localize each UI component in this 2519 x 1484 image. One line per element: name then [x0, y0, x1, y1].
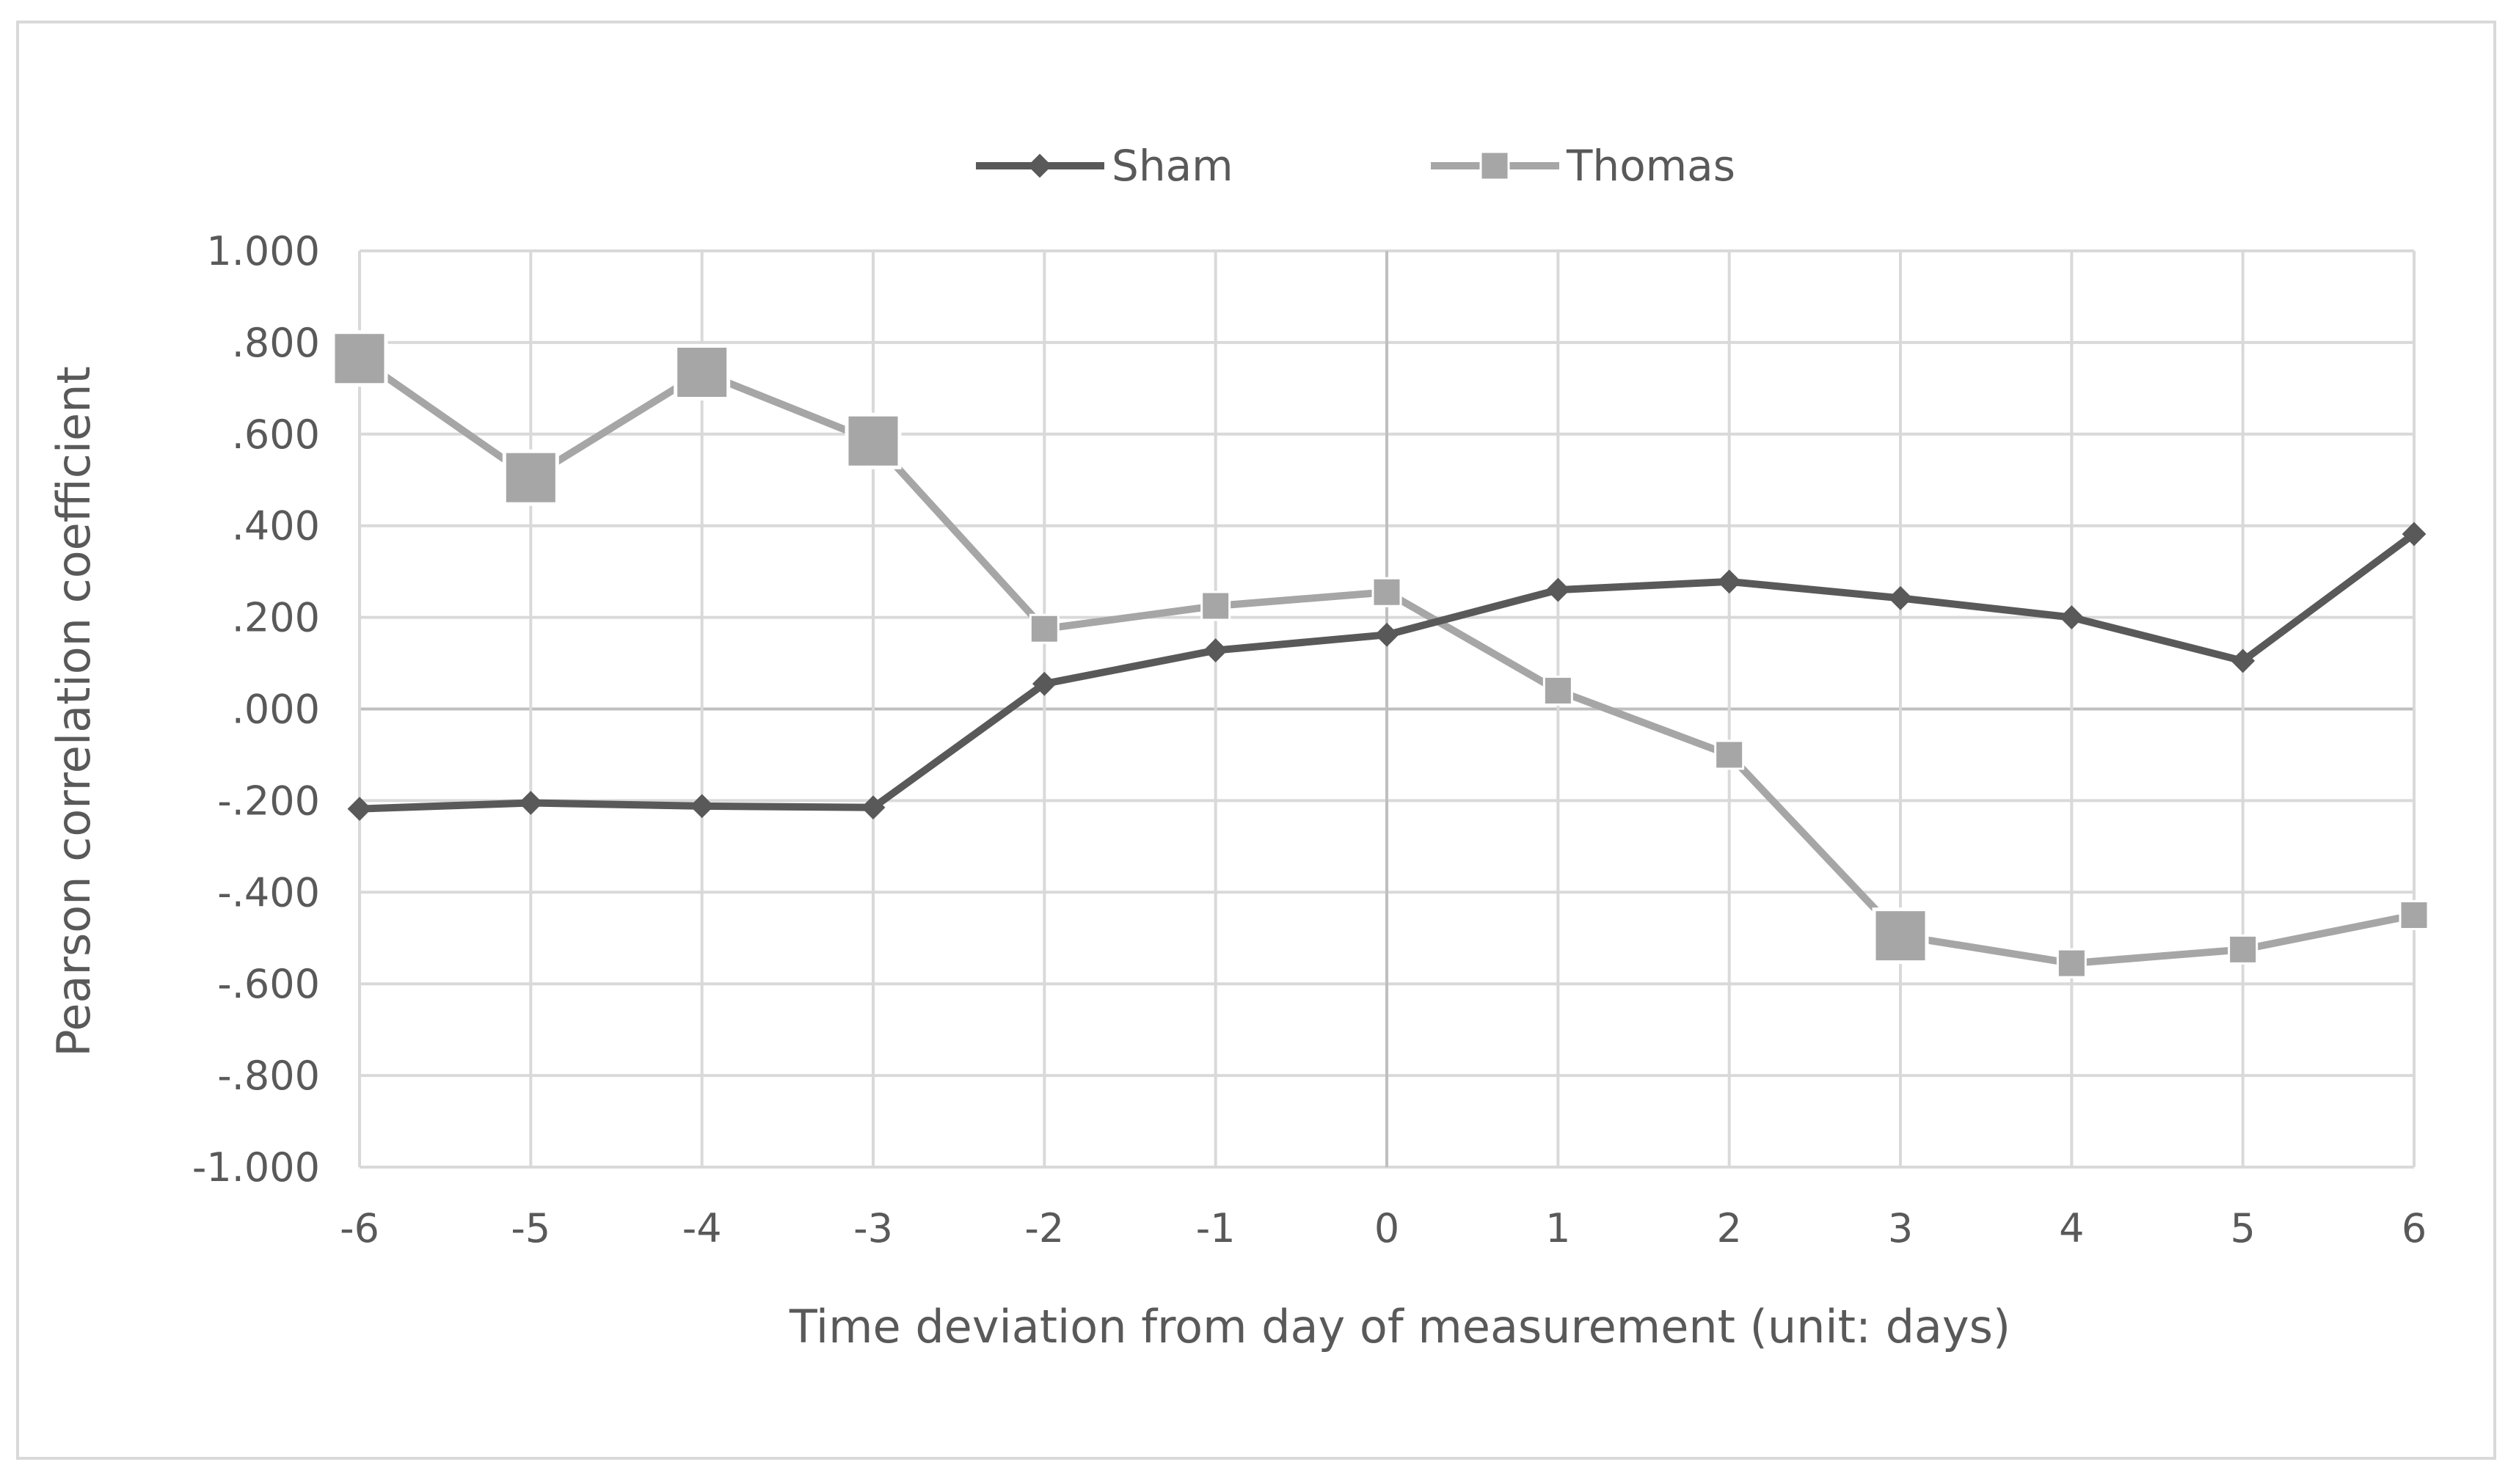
x-tick-label: 4 — [2059, 1205, 2084, 1251]
sham-point — [1888, 585, 1913, 610]
x-tick-label: 5 — [2230, 1205, 2255, 1251]
y-tick-label: -.200 — [217, 778, 320, 824]
sham-point — [2402, 522, 2427, 547]
x-tick-label: -6 — [340, 1205, 379, 1251]
sham-point — [690, 794, 715, 819]
thomas-point — [845, 412, 902, 469]
chart-frame — [16, 21, 2496, 1460]
thomas-point — [1371, 577, 1402, 607]
y-tick-label: -.400 — [217, 869, 320, 915]
legend-item-sham: Sham — [976, 141, 1233, 191]
y-tick-label: .800 — [232, 320, 320, 366]
series-lines — [331, 330, 2429, 979]
y-tick-label: .200 — [232, 595, 320, 641]
sham-point — [2231, 648, 2256, 673]
sham-point — [2059, 605, 2084, 630]
thomas-point — [331, 330, 388, 387]
thomas-point — [2056, 948, 2087, 979]
thomas-point — [674, 343, 731, 401]
x-tick-label: -3 — [853, 1205, 893, 1251]
x-tick-label: 0 — [1374, 1205, 1399, 1251]
thomas-point — [1029, 613, 1060, 644]
legend-marker-thomas — [1479, 150, 1510, 181]
series-thomas — [331, 330, 2429, 979]
axis-labels: 1.000 .800 .600 .400 .200 .000 -.200 -.400 -.600… — [192, 228, 2427, 1251]
grid-lines — [358, 249, 2416, 1169]
thomas-point — [1872, 907, 1929, 965]
thomas-point — [2399, 900, 2429, 931]
y-tick-label: -1.000 — [192, 1144, 320, 1191]
thomas-point — [1200, 591, 1231, 621]
x-tick-label: -2 — [1024, 1205, 1064, 1251]
thomas-point — [2228, 934, 2259, 965]
legend-label-sham: Sham — [1112, 141, 1233, 191]
y-tick-label: -.800 — [217, 1053, 320, 1099]
x-tick-label: 2 — [1716, 1205, 1741, 1251]
thomas-point — [1714, 739, 1745, 770]
sham-point — [1717, 569, 1742, 594]
x-tick-label: -1 — [1196, 1205, 1236, 1251]
legend: Sham Thomas — [976, 141, 1735, 191]
x-axis-title: Time deviation from day of measurement (… — [789, 1300, 2011, 1353]
x-tick-label: -5 — [511, 1205, 550, 1251]
sham-point — [347, 797, 372, 822]
thomas-point — [1542, 676, 1573, 706]
sham-point — [1374, 622, 1399, 647]
legend-item-thomas: Thomas — [1431, 141, 1735, 191]
x-tick-label: 6 — [2402, 1205, 2427, 1251]
y-tick-label: .000 — [232, 687, 320, 733]
sham-point — [518, 791, 543, 815]
y-axis-title: Pearson correlation coefficient — [47, 366, 101, 1057]
thomas-point — [502, 449, 559, 506]
x-tick-label: 1 — [1545, 1205, 1570, 1251]
sham-point — [861, 795, 886, 820]
x-tick-label: 3 — [1888, 1205, 1913, 1251]
y-tick-label: .400 — [232, 503, 320, 549]
sham-point — [1032, 671, 1057, 696]
x-tick-label: -4 — [682, 1205, 722, 1251]
sham-point — [1203, 638, 1228, 662]
y-tick-label: 1.000 — [206, 228, 320, 274]
legend-marker-sham — [1027, 153, 1052, 178]
series-sham — [347, 522, 2427, 822]
sham-point — [1545, 577, 1570, 602]
y-tick-label: .600 — [232, 412, 320, 458]
legend-label-thomas: Thomas — [1566, 141, 1735, 191]
y-tick-label: -.600 — [217, 961, 320, 1007]
